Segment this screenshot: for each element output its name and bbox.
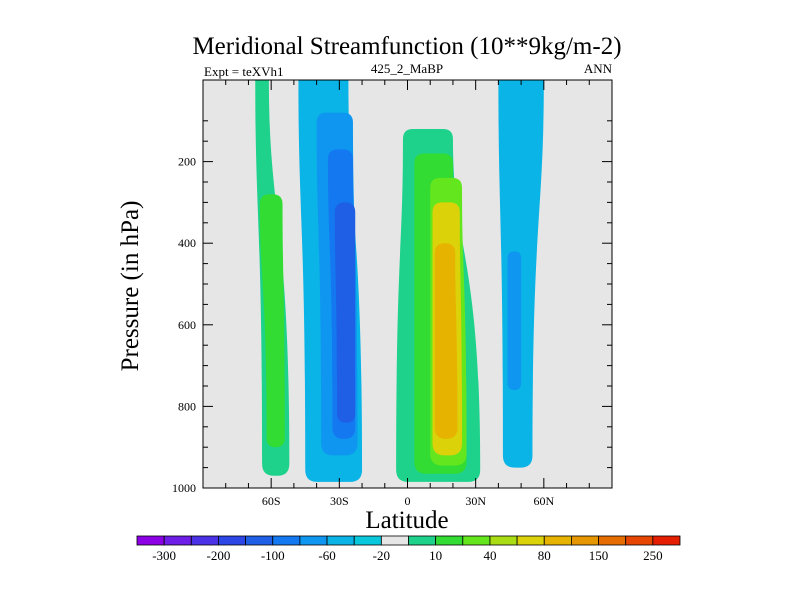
subtitle-right: ANN bbox=[584, 61, 613, 76]
x-tick-label: 30N bbox=[465, 494, 486, 508]
y-tick-label: 600 bbox=[178, 318, 196, 332]
colorbar-swatch bbox=[462, 535, 491, 546]
colorbar-swatch bbox=[408, 535, 437, 546]
colorbar-swatch bbox=[571, 535, 599, 546]
colorbar-label: -60 bbox=[318, 548, 335, 563]
colorbar: -300 -200 -100 -60 -20 10 40 80 150 250 bbox=[136, 535, 681, 563]
colorbar-swatch bbox=[625, 535, 654, 546]
colorbar-label: 150 bbox=[589, 548, 609, 563]
chart-title: Meridional Streamfunction (10**9kg/m-2) bbox=[192, 33, 621, 60]
colorbar-swatch bbox=[598, 535, 627, 546]
colorbar-label: -200 bbox=[207, 548, 231, 563]
colorbar-label: -100 bbox=[261, 548, 285, 563]
colorbar-swatch bbox=[136, 535, 165, 546]
contour-region-hadley-cell-orange bbox=[434, 243, 458, 440]
contour-region-sh-ferrel-cell-blue3 bbox=[334, 202, 356, 423]
y-tick-label: 400 bbox=[178, 236, 196, 250]
colorbar-swatch bbox=[516, 535, 545, 546]
x-axis-label: Latitude bbox=[365, 507, 448, 534]
colorbar-label: 40 bbox=[483, 548, 496, 563]
colorbar-swatch bbox=[245, 535, 274, 546]
x-tick-label: 0 bbox=[405, 494, 411, 508]
contour-fill-layer bbox=[255, 80, 544, 482]
subtitle-left: Expt = teXVh1 bbox=[204, 64, 284, 79]
x-tick-label: 60N bbox=[533, 494, 554, 508]
y-tick-label: 800 bbox=[178, 399, 196, 413]
colorbar-swatch bbox=[489, 535, 518, 546]
colorbar-swatch bbox=[299, 535, 328, 546]
colorbar-label: 10 bbox=[429, 548, 442, 563]
colorbar-swatch bbox=[272, 535, 301, 546]
colorbar-swatch bbox=[218, 535, 246, 546]
colorbar-swatch bbox=[353, 535, 382, 546]
x-tick-label: 60S bbox=[262, 494, 281, 508]
y-tick-label: 200 bbox=[178, 155, 196, 169]
y-axis-label: Pressure (in hPa) bbox=[117, 201, 144, 372]
colorbar-swatch bbox=[380, 535, 409, 546]
colorbar-swatch bbox=[543, 535, 572, 546]
colorbar-label: -300 bbox=[152, 548, 176, 563]
colorbar-swatch bbox=[435, 535, 464, 546]
colorbar-swatch bbox=[326, 535, 355, 546]
colorbar-label: -20 bbox=[373, 548, 390, 563]
x-axis-ticks: 60S 30S 0 30N 60N bbox=[202, 80, 613, 508]
contour-region-sh-polar-cell-inner bbox=[259, 194, 285, 448]
subtitle-center: 425_2_MaBP bbox=[371, 61, 443, 76]
y-tick-label: 1000 bbox=[172, 481, 196, 495]
contour-region-nh-ferrel-cell-blue bbox=[507, 251, 522, 391]
colorbar-swatch bbox=[163, 535, 192, 546]
y-axis-ticks: 200 400 600 800 1000 bbox=[172, 120, 612, 495]
colorbar-label: 250 bbox=[643, 548, 663, 563]
plot-area: 60S 30S 0 30N 60N 200 400 600 800 1000 bbox=[172, 79, 613, 508]
x-tick-label: 30S bbox=[330, 494, 349, 508]
colorbar-swatch bbox=[190, 535, 219, 546]
colorbar-label: 80 bbox=[538, 548, 551, 563]
colorbar-swatch bbox=[652, 535, 681, 546]
